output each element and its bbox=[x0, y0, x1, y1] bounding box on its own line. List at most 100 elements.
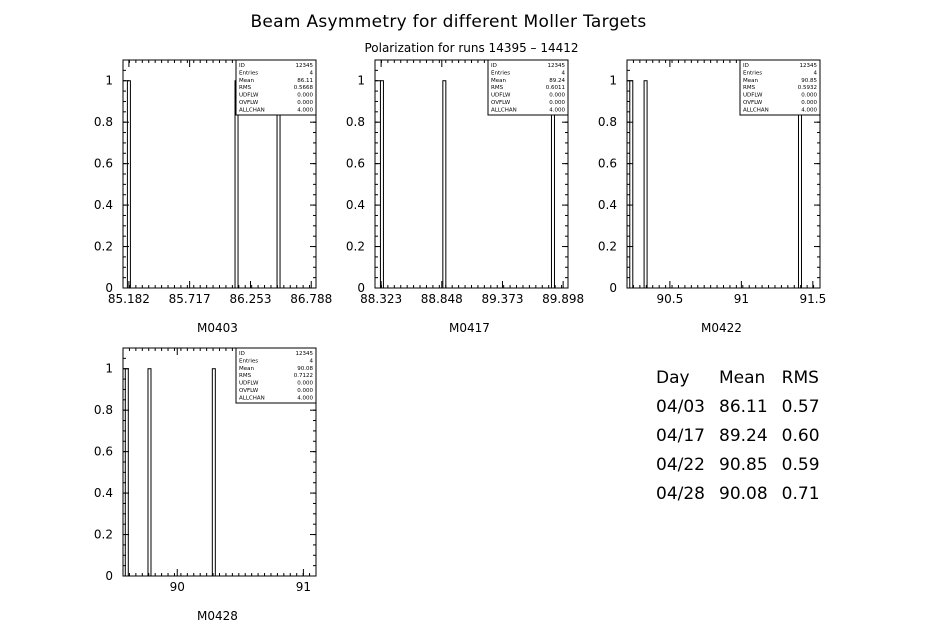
summary-row: 04/28 90.08 0.71 bbox=[656, 484, 834, 513]
summary-header-mean: Mean bbox=[719, 368, 766, 388]
stats-value: 90.85 bbox=[801, 78, 817, 84]
stats-value: 4.000 bbox=[801, 107, 817, 113]
stats-box bbox=[487, 59, 569, 116]
x-axis-title: M0403 bbox=[197, 321, 238, 335]
histogram-panel-m0417: 0 0.2 0.4 0.6 0.8 1 88.323 88.848 89.373 89.898 ID… bbox=[346, 59, 584, 335]
summary-rms: 0.71 bbox=[781, 484, 820, 504]
stats-box bbox=[235, 59, 317, 116]
histogram-bar bbox=[379, 80, 384, 289]
x-axis-title: M0428 bbox=[197, 609, 238, 623]
stats-label: ALLCHAN bbox=[743, 107, 769, 113]
stats-label: ALLCHAN bbox=[239, 395, 265, 401]
stats-label: Mean bbox=[743, 78, 758, 84]
x-tick-label: 91 bbox=[296, 580, 311, 594]
stats-label: Mean bbox=[491, 78, 506, 84]
histogram-bar bbox=[126, 80, 131, 289]
histogram-panel-m0422: 0 0.2 0.4 0.6 0.8 1 90.5 91 91.5 ID 12345 Entries 4 M… bbox=[598, 59, 826, 335]
histogram-bar bbox=[211, 368, 216, 577]
x-tick-label: 91.5 bbox=[799, 292, 826, 306]
stats-label: Entries bbox=[743, 70, 762, 76]
summary-mean: 90.08 bbox=[719, 484, 768, 504]
stats-label: OVFLW bbox=[239, 388, 259, 394]
y-tick-label: 0.8 bbox=[94, 403, 113, 417]
y-tick-label: 0.2 bbox=[94, 528, 113, 542]
y-tick-label: 0.2 bbox=[598, 240, 617, 254]
summary-rms: 0.59 bbox=[781, 455, 820, 475]
y-tick-label: 0.4 bbox=[598, 198, 617, 212]
histogram-bar bbox=[147, 368, 152, 577]
x-axis-title: M0422 bbox=[701, 321, 742, 335]
x-tick-label: 89.898 bbox=[542, 292, 584, 306]
histogram-bar bbox=[442, 80, 447, 289]
y-tick-label: 0 bbox=[105, 569, 113, 583]
x-tick-label: 90.5 bbox=[657, 292, 684, 306]
y-tick-label: 0 bbox=[105, 281, 113, 295]
y-tick-label: 1 bbox=[357, 74, 365, 88]
stats-label: RMS bbox=[491, 85, 504, 91]
stats-label: ID bbox=[491, 63, 497, 69]
stats-label: RMS bbox=[743, 85, 756, 91]
stats-value: 86.11 bbox=[297, 78, 313, 84]
stats-value: 0.000 bbox=[549, 93, 565, 99]
histogram-bar bbox=[643, 80, 648, 289]
summary-rms: 0.60 bbox=[781, 426, 820, 446]
stats-value: 0.5932 bbox=[798, 85, 817, 91]
y-tick-label: 1 bbox=[105, 362, 113, 376]
summary-mean: 90.85 bbox=[719, 455, 768, 475]
x-tick-label: 89.373 bbox=[481, 292, 523, 306]
summary-mean: 89.24 bbox=[719, 426, 768, 446]
stats-label: OVFLW bbox=[743, 100, 763, 106]
y-tick-label: 0.6 bbox=[94, 157, 113, 171]
histogram-panel-m0403: 0 0.2 0.4 0.6 0.8 1 85.182 85.717 86.253 86.788 ID… bbox=[94, 59, 332, 335]
summary-row: 04/17 89.24 0.60 bbox=[656, 426, 834, 455]
page-title: Beam Asymmetry for different Moller Targ… bbox=[250, 12, 647, 32]
stats-box bbox=[739, 59, 821, 116]
stats-label: UDFLW bbox=[491, 93, 511, 99]
summary-header-row: Day Mean RMS bbox=[656, 368, 834, 397]
stats-value: 0.7122 bbox=[294, 373, 313, 379]
stats-value: 4 bbox=[310, 358, 314, 364]
y-tick-label: 1 bbox=[609, 74, 617, 88]
y-tick-label: 0.6 bbox=[94, 445, 113, 459]
stats-label: Mean bbox=[239, 366, 254, 372]
stats-label: UDFLW bbox=[743, 93, 763, 99]
stats-value: 4 bbox=[562, 70, 566, 76]
stats-value: 4 bbox=[814, 70, 818, 76]
x-tick-label: 85.182 bbox=[108, 292, 150, 306]
stats-value: 0.000 bbox=[297, 100, 313, 106]
stats-value: 12345 bbox=[548, 63, 566, 69]
stats-value: 12345 bbox=[296, 351, 314, 357]
y-tick-label: 0.4 bbox=[94, 198, 113, 212]
summary-row: 04/03 86.11 0.57 bbox=[656, 397, 834, 426]
summary-rms: 0.57 bbox=[781, 397, 820, 417]
summary-row: 04/22 90.85 0.59 bbox=[656, 455, 834, 484]
stats-label: ALLCHAN bbox=[491, 107, 517, 113]
stats-value: 12345 bbox=[296, 63, 314, 69]
y-tick-label: 0.6 bbox=[346, 157, 365, 171]
x-tick-label: 85.717 bbox=[169, 292, 211, 306]
stats-box bbox=[235, 347, 317, 404]
x-tick-label: 88.848 bbox=[421, 292, 463, 306]
stats-value: 0.000 bbox=[801, 100, 817, 106]
y-tick-label: 0.8 bbox=[94, 115, 113, 129]
stats-label: RMS bbox=[239, 373, 252, 379]
stats-label: Entries bbox=[239, 70, 258, 76]
summary-day: 04/28 bbox=[656, 484, 705, 504]
y-tick-label: 0.2 bbox=[94, 240, 113, 254]
stats-value: 0.000 bbox=[297, 93, 313, 99]
x-tick-label: 90 bbox=[170, 580, 185, 594]
summary-table: Day Mean RMS 04/03 86.11 0.57 04/17 89.2… bbox=[656, 368, 834, 513]
summary-day: 04/17 bbox=[656, 426, 705, 446]
page-subtitle: Polarization for runs 14395 – 14412 bbox=[364, 41, 579, 55]
stats-label: OVFLW bbox=[491, 100, 511, 106]
stats-label: Entries bbox=[239, 358, 258, 364]
x-axis-title: M0417 bbox=[449, 321, 490, 335]
summary-header-day: Day bbox=[656, 368, 690, 388]
stats-label: ID bbox=[239, 351, 245, 357]
y-tick-label: 0.8 bbox=[346, 115, 365, 129]
x-tick-label: 88.323 bbox=[360, 292, 402, 306]
stats-value: 0.5668 bbox=[294, 85, 314, 91]
stats-label: UDFLW bbox=[239, 93, 259, 99]
y-tick-label: 0.4 bbox=[94, 486, 113, 500]
